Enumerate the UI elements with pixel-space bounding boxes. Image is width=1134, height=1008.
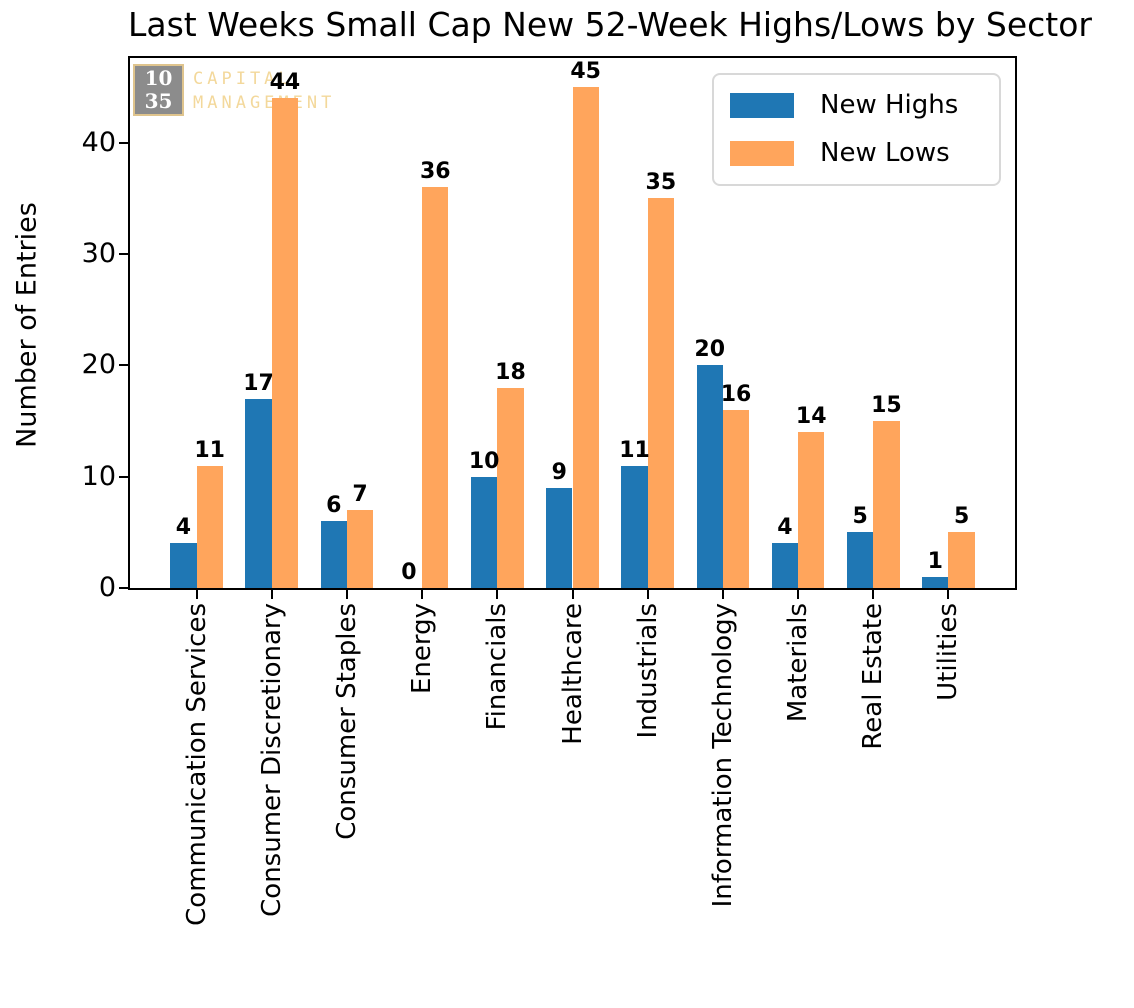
bar-value-label: 4 (175, 515, 192, 541)
watermark-text-line1: CAPITAL (193, 69, 293, 89)
bar-new-lows (873, 420, 900, 588)
watermark-box-line1: 10 (144, 66, 173, 90)
y-tick (119, 364, 130, 367)
bar-new-highs (170, 543, 197, 588)
y-tick-label: 20 (81, 349, 116, 381)
y-tick-label: 30 (81, 237, 116, 269)
x-tick-label: Industrials (632, 603, 663, 739)
x-tick (496, 588, 499, 599)
x-tick-label: Information Technology (707, 603, 738, 908)
x-tick-label: Consumer Discretionary (256, 603, 287, 917)
x-tick-label: Materials (783, 603, 814, 723)
bar-value-label: 11 (619, 437, 650, 463)
chart-title: Last Weeks Small Cap New 52-Week Highs/L… (128, 5, 1092, 44)
legend-item-new-highs: New Highs (730, 90, 983, 121)
x-tick-label: Financials (482, 603, 513, 731)
bar-value-label: 0 (401, 560, 417, 585)
bar-new-highs (320, 521, 347, 588)
x-tick (571, 588, 574, 599)
y-tick (119, 252, 130, 255)
bar-value-label: 16 (720, 381, 752, 407)
legend-swatch-new-lows (730, 141, 794, 166)
bar-new-lows (948, 532, 975, 588)
bar-value-label: 11 (194, 437, 225, 463)
bar-value-label: 6 (326, 493, 342, 519)
bar-value-label: 7 (352, 482, 368, 508)
x-tick (195, 588, 198, 599)
x-tick (421, 588, 424, 599)
x-tick-label: Consumer Staples (331, 603, 362, 840)
bar-value-label: 45 (570, 58, 601, 84)
bar-new-lows (572, 86, 599, 588)
bar-new-highs (470, 476, 498, 588)
bar-value-label: 5 (953, 504, 970, 530)
x-tick (270, 588, 273, 599)
legend: New Highs New Lows (712, 73, 1001, 186)
x-tick (345, 588, 348, 599)
bar-new-highs (696, 365, 723, 588)
y-tick (119, 475, 130, 478)
y-tick (119, 587, 130, 589)
bar-value-label: 14 (795, 404, 827, 430)
x-tick-label: Healthcare (557, 603, 588, 745)
y-tick (119, 141, 130, 144)
x-tick-label: Communication Services (181, 603, 212, 926)
x-tick (721, 588, 724, 599)
bar-new-highs (922, 576, 949, 588)
bar-value-label: 44 (269, 70, 301, 96)
x-tick-label: Energy (407, 603, 438, 695)
bar-new-highs (546, 487, 573, 588)
bar-value-label: 17 (243, 370, 274, 396)
bar-new-lows (798, 432, 825, 588)
bar-new-highs (771, 543, 799, 588)
legend-swatch-new-highs (730, 93, 794, 118)
bar-value-label: 35 (645, 170, 677, 196)
bar-new-lows (271, 98, 299, 588)
bar-new-highs (245, 398, 272, 588)
bar-new-highs (846, 532, 874, 588)
bar-value-label: 5 (852, 504, 868, 530)
bar-value-label: 9 (551, 459, 567, 485)
legend-label-new-lows: New Lows (820, 138, 950, 168)
bar-value-label: 4 (777, 515, 793, 541)
bar-new-lows (497, 387, 524, 588)
bar-value-label: 1 (927, 548, 943, 574)
x-tick (872, 588, 875, 599)
x-tick (797, 588, 800, 599)
bar-new-highs (621, 465, 648, 588)
y-tick-label: 40 (81, 126, 116, 158)
x-tick-label: Real Estate (858, 603, 889, 750)
x-tick (646, 588, 649, 599)
bar-value-label: 10 (468, 448, 500, 474)
bar-new-lows (196, 465, 223, 588)
bar-value-label: 15 (871, 392, 902, 418)
legend-item-new-lows: New Lows (730, 138, 983, 169)
legend-label-new-highs: New Highs (820, 90, 959, 120)
y-tick-label: 10 (81, 460, 116, 492)
bar-new-lows (422, 187, 449, 588)
bar-value-label: 18 (495, 359, 526, 385)
bar-new-lows (647, 198, 674, 588)
bar-new-lows (346, 510, 374, 588)
y-tick-label: 0 (98, 572, 116, 603)
bar-value-label: 20 (694, 337, 726, 363)
bar-value-label: 36 (419, 159, 451, 185)
x-tick-label: Utilities (933, 603, 964, 701)
y-axis-label: Number of Entries (11, 202, 43, 448)
watermark-logo-box: 10 35 (133, 64, 184, 116)
bar-new-lows (722, 409, 750, 588)
watermark-box-line2: 35 (144, 89, 173, 113)
x-tick (947, 588, 950, 599)
